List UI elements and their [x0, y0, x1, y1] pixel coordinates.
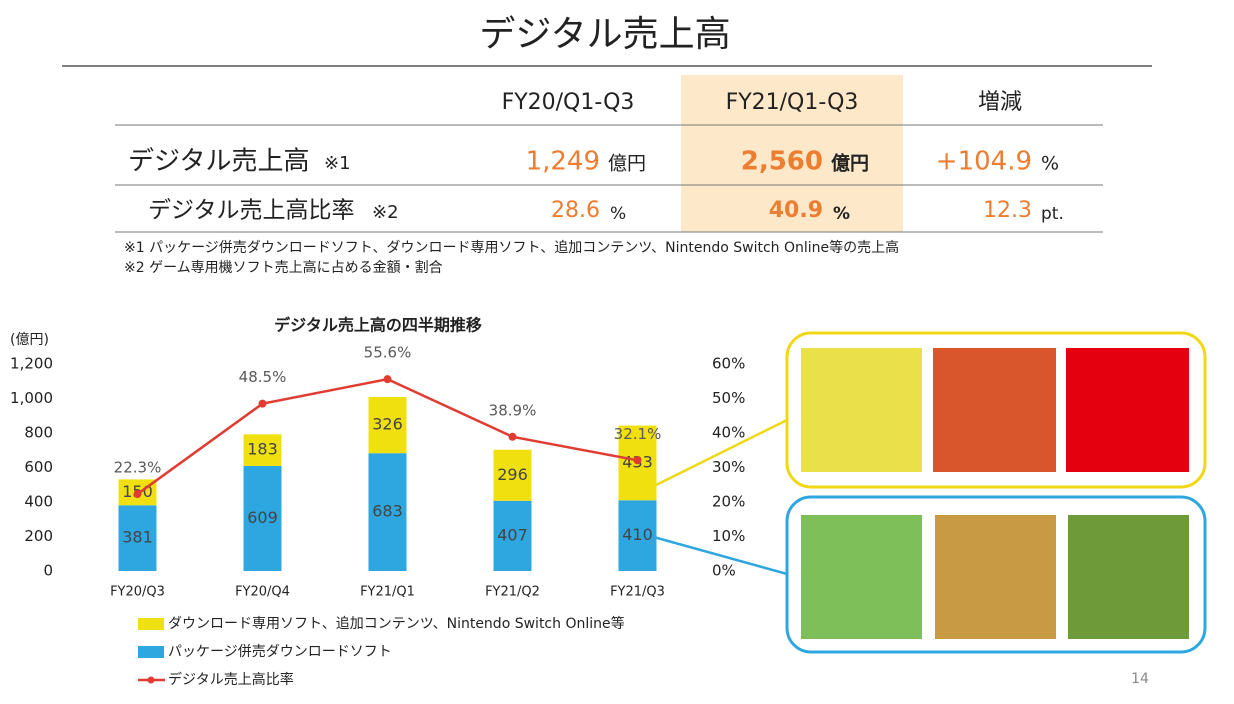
- y-tick-label: 400: [24, 493, 53, 511]
- x-tick-label: FY20/Q3: [110, 585, 165, 600]
- x-tick-label: FY21/Q3: [610, 585, 665, 600]
- bar-segment: [368, 453, 407, 571]
- cell-value: 28.6: [551, 198, 600, 223]
- bar-value-label: 683: [372, 502, 403, 521]
- column-header: FY21/Q1-Q3: [726, 90, 859, 115]
- bar-segment: [118, 505, 157, 571]
- y2-tick-label: 20%: [712, 493, 745, 511]
- y2-tick-label: 10%: [712, 527, 745, 545]
- product-image: [935, 515, 1056, 639]
- y-tick-label: 0: [43, 562, 53, 580]
- column-highlight: [681, 75, 903, 232]
- column-header: FY20/Q1-Q3: [502, 90, 635, 115]
- product-image: [1068, 515, 1189, 639]
- product-image: [801, 348, 922, 472]
- bar-value-label: 326: [372, 415, 403, 434]
- y-tick-label: 200: [24, 527, 53, 545]
- line-value-label: 48.5%: [239, 368, 287, 386]
- legend-swatch: [138, 618, 164, 630]
- slide-title: デジタル売上高: [479, 14, 730, 55]
- bar-segment: [243, 434, 282, 466]
- y-tick-label: 1,200: [10, 355, 53, 373]
- cell-value: 1,249: [526, 147, 600, 177]
- legend-marker: [147, 676, 155, 684]
- bar-segment: [493, 449, 532, 501]
- bar-value-label: 609: [247, 508, 278, 527]
- bar-value-label: 296: [497, 465, 528, 484]
- cell-value: 40.9: [769, 198, 823, 223]
- x-tick-label: FY21/Q2: [485, 585, 540, 600]
- y-tick-label: 600: [24, 458, 53, 476]
- line-point: [383, 375, 392, 384]
- x-tick-label: FY20/Q4: [235, 585, 290, 600]
- row-label: デジタル売上高: [128, 147, 309, 177]
- bar-segment: [618, 500, 657, 571]
- bar-segment: [368, 396, 407, 454]
- product-image: [1066, 348, 1189, 472]
- chart-title: デジタル売上高の四半期推移: [274, 316, 482, 335]
- connector: [649, 418, 788, 490]
- cell-unit: %: [610, 204, 626, 224]
- y-axis-label: (億円): [10, 332, 49, 348]
- line-value-label: 38.9%: [489, 401, 537, 419]
- line-value-label: 22.3%: [114, 459, 162, 477]
- y2-tick-label: 0%: [712, 562, 736, 580]
- row-note: ※2: [372, 202, 399, 223]
- y2-tick-label: 30%: [712, 458, 745, 476]
- bar-value-label: 410: [622, 525, 653, 544]
- footnote: ※1 パッケージ併売ダウンロードソフト、ダウンロード専用ソフト、追加コンテンツ、…: [124, 239, 899, 256]
- legend-label: ダウンロード専用ソフト、追加コンテンツ、Nintendo Switch Onli…: [168, 615, 625, 632]
- cell-unit: 億円: [608, 153, 646, 175]
- line-point: [258, 399, 267, 408]
- x-tick-label: FY21/Q1: [360, 585, 415, 600]
- line-point: [633, 456, 642, 465]
- cell-value: 2,560: [741, 147, 823, 177]
- bar-value-label: 407: [497, 525, 528, 544]
- y2-tick-label: 40%: [712, 424, 745, 442]
- cell-unit: 億円: [831, 152, 869, 175]
- legend-label: デジタル売上高比率: [168, 671, 294, 688]
- cell-unit: %: [1041, 153, 1059, 175]
- panel: [785, 495, 1207, 654]
- bar-segment: [493, 500, 532, 571]
- column-header: 増減: [978, 90, 1022, 115]
- y-tick-label: 800: [24, 424, 53, 442]
- cell-unit: pt.: [1041, 204, 1064, 224]
- footnote: ※2 ゲーム専用機ソフト売上高に占める金額・割合: [124, 259, 443, 276]
- row-note: ※1: [324, 153, 351, 174]
- line-value-label: 55.6%: [364, 344, 412, 362]
- bar-segment: [243, 465, 282, 571]
- panel: [785, 331, 1207, 489]
- y2-tick-label: 50%: [712, 389, 745, 407]
- bar-value-label: 381: [122, 528, 153, 547]
- connector: [649, 534, 788, 576]
- cell-value: 12.3: [983, 198, 1032, 223]
- y2-tick-label: 60%: [712, 355, 745, 373]
- page-number: 14: [1131, 671, 1149, 687]
- line-point: [133, 490, 142, 499]
- bar-value-label: 183: [247, 440, 278, 459]
- product-image: [801, 515, 922, 639]
- cell-unit: %: [833, 204, 850, 224]
- cell-value: +104.9: [936, 147, 1032, 177]
- line-value-label: 32.1%: [614, 425, 662, 443]
- line-point: [508, 432, 517, 441]
- legend-label: パッケージ併売ダウンロードソフト: [168, 644, 392, 660]
- product-image: [933, 348, 1056, 472]
- y-tick-label: 1,000: [10, 389, 53, 407]
- legend-swatch: [138, 646, 164, 658]
- row-label: デジタル売上高比率: [148, 198, 355, 224]
